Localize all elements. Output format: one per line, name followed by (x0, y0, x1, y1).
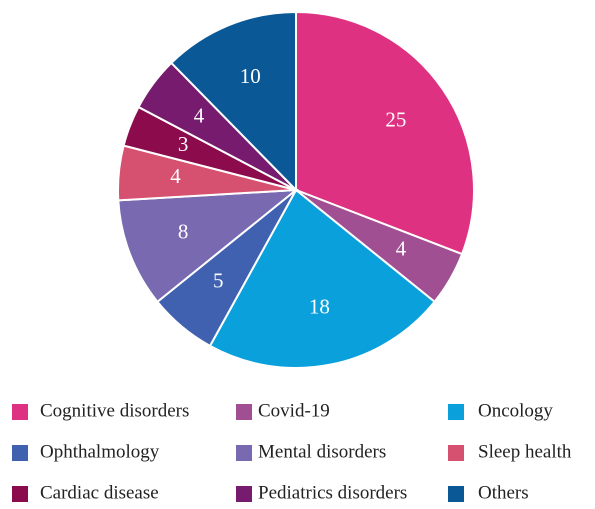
legend-label: Others (478, 482, 529, 503)
slice-label: 3 (178, 132, 189, 156)
legend-label: Mental disorders (258, 441, 386, 462)
legend-swatch (448, 445, 464, 461)
legend-label: Cardiac disease (40, 482, 159, 503)
slice-label: 5 (213, 269, 224, 293)
pie-slice (295, 10, 475, 256)
legend-label: Ophthalmology (40, 441, 160, 462)
legend-swatch (236, 404, 252, 420)
legend-swatch (12, 486, 28, 502)
legend-swatch (236, 445, 252, 461)
legend-label: Cognitive disorders (40, 400, 189, 421)
legend-swatch (448, 404, 464, 420)
pie-slice (117, 188, 300, 304)
slice-label: 4 (194, 104, 205, 128)
slice-label: 25 (385, 107, 406, 131)
slice-label: 18 (309, 295, 330, 319)
legend-label: Sleep health (478, 441, 572, 462)
slice-label: 4 (396, 236, 407, 260)
legend-label: Covid-19 (258, 400, 330, 421)
legend-label: Pediatrics disorders (258, 482, 407, 503)
slice-label: 10 (240, 64, 261, 88)
slice-label: 4 (170, 164, 181, 188)
legend-swatch (236, 486, 252, 502)
pie-slice (208, 188, 436, 369)
legend-swatch (12, 404, 28, 420)
legend-label: Oncology (478, 400, 553, 421)
legend-swatch (448, 486, 464, 502)
pie-slice (169, 10, 297, 193)
legend-swatch (12, 445, 28, 461)
slice-label: 8 (178, 219, 189, 243)
